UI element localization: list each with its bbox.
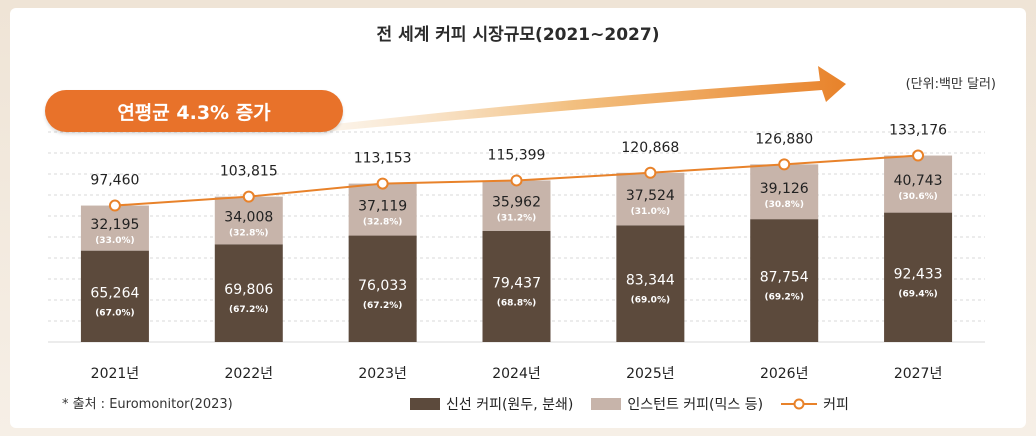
bar-instant (884, 155, 953, 213)
bar-label-fresh: 83,344 (626, 273, 675, 289)
total-label: 120,868 (621, 140, 679, 156)
unit-label: (단위:백만 달러) (905, 77, 996, 92)
bar-instant (214, 196, 283, 245)
x-tick-label: 2023년 (358, 366, 407, 382)
total-point (510, 174, 523, 187)
total-point (778, 158, 791, 171)
bar-share-fresh: (67.2%) (363, 301, 402, 311)
total-label: 115,399 (488, 147, 546, 163)
bar-share-fresh: (69.4%) (898, 289, 937, 299)
bar-fresh (482, 230, 551, 342)
x-tick-label: 2022년 (225, 366, 274, 382)
bars: 65,264 (67.0%) 32,195 (33.0%) 69,806 (67.2%) 3… (80, 155, 953, 342)
bar-instant (616, 172, 685, 226)
total-point (242, 190, 255, 203)
legend-swatch-fresh (410, 398, 440, 410)
bar-label-instant: 37,119 (358, 199, 407, 215)
bar-label-instant: 39,126 (760, 181, 809, 197)
bar-share-instant: (32.8%) (363, 218, 402, 228)
bar-fresh (750, 219, 819, 342)
legend-item-instant: 인스턴트 커피(믹스 등) (591, 394, 763, 414)
bar-fresh (884, 212, 953, 342)
bar-share-instant: (31.2%) (497, 214, 536, 224)
bar-share-fresh: (67.0%) (95, 308, 134, 318)
x-tick-label: 2026년 (760, 366, 809, 382)
legend-label-instant: 인스턴트 커피(믹스 등) (627, 397, 764, 413)
total-point (644, 166, 657, 179)
total-point (108, 199, 121, 212)
bar-share-instant: (30.6%) (898, 192, 937, 202)
source-note: * 출처 : Euromonitor(2023) (62, 397, 233, 412)
growth-badge-text: 연평균 4.3% 증가 (117, 101, 271, 124)
total-label: 97,460 (90, 173, 139, 189)
bar-share-instant: (32.8%) (229, 228, 268, 238)
bar-share-fresh: (68.8%) (497, 298, 536, 308)
bar-share-fresh: (69.0%) (631, 296, 670, 306)
x-tick-label: 2024년 (492, 366, 541, 382)
chart-title: 전 세계 커피 시장규모(2021~2027) (376, 25, 660, 45)
total-label: 133,176 (889, 123, 947, 139)
total-point (376, 177, 389, 190)
bar-share-instant: (31.0%) (631, 207, 670, 217)
bar-label-instant: 34,008 (224, 209, 273, 225)
x-tick-label: 2025년 (626, 366, 675, 382)
bar-label-instant: 40,743 (894, 173, 943, 189)
bar-fresh (348, 235, 417, 342)
bar-instant (80, 205, 149, 251)
legend-line-icon (781, 398, 818, 410)
legend: 신선 커피(원두, 분쇄) 인스턴트 커피(믹스 등) 커피 (410, 393, 867, 415)
bar-label-fresh: 79,437 (492, 275, 541, 291)
bar-share-instant: (30.8%) (764, 200, 803, 210)
total-label: 113,153 (354, 151, 412, 167)
x-tick-label: 2027년 (894, 366, 943, 382)
x-tick-label: 2021년 (91, 366, 140, 382)
trend-arrow (300, 66, 846, 134)
bar-label-fresh: 92,433 (894, 266, 943, 282)
bar-instant (750, 164, 819, 220)
bar-label-instant: 35,962 (492, 195, 541, 211)
legend-label-fresh: 신선 커피(원두, 분쇄) (446, 397, 574, 413)
bar-share-fresh: (69.2%) (764, 293, 803, 303)
legend-item-fresh: 신선 커피(원두, 분쇄) (410, 394, 573, 414)
bar-label-fresh: 87,754 (760, 270, 809, 286)
total-line: 97,460 103,815 113,153 115,399 120,868 126,88… (90, 123, 947, 212)
growth-badge: 연평균 4.3% 증가 (45, 90, 343, 132)
bar-fresh (616, 225, 685, 342)
bar-fresh (80, 250, 149, 342)
bar-label-instant: 32,195 (90, 217, 139, 233)
x-axis: 2021년 2022년 2023년 2024년 2025년 2026년 2027년 (91, 366, 943, 382)
legend-label-total: 커피 (823, 397, 849, 413)
bar-label-fresh: 65,264 (90, 285, 139, 301)
total-label: 126,880 (755, 131, 813, 147)
legend-item-total: 커피 (781, 394, 849, 414)
bar-instant (348, 183, 417, 236)
legend-swatch-instant (591, 398, 622, 410)
bar-instant (482, 180, 551, 231)
bar-label-fresh: 76,033 (358, 278, 407, 294)
bar-label-instant: 37,524 (626, 188, 675, 204)
bar-label-fresh: 69,806 (224, 282, 273, 298)
total-point (912, 149, 925, 162)
bar-share-instant: (33.0%) (95, 236, 134, 246)
total-label: 103,815 (220, 164, 278, 180)
bar-share-fresh: (67.2%) (229, 305, 268, 315)
bar-fresh (214, 244, 283, 342)
